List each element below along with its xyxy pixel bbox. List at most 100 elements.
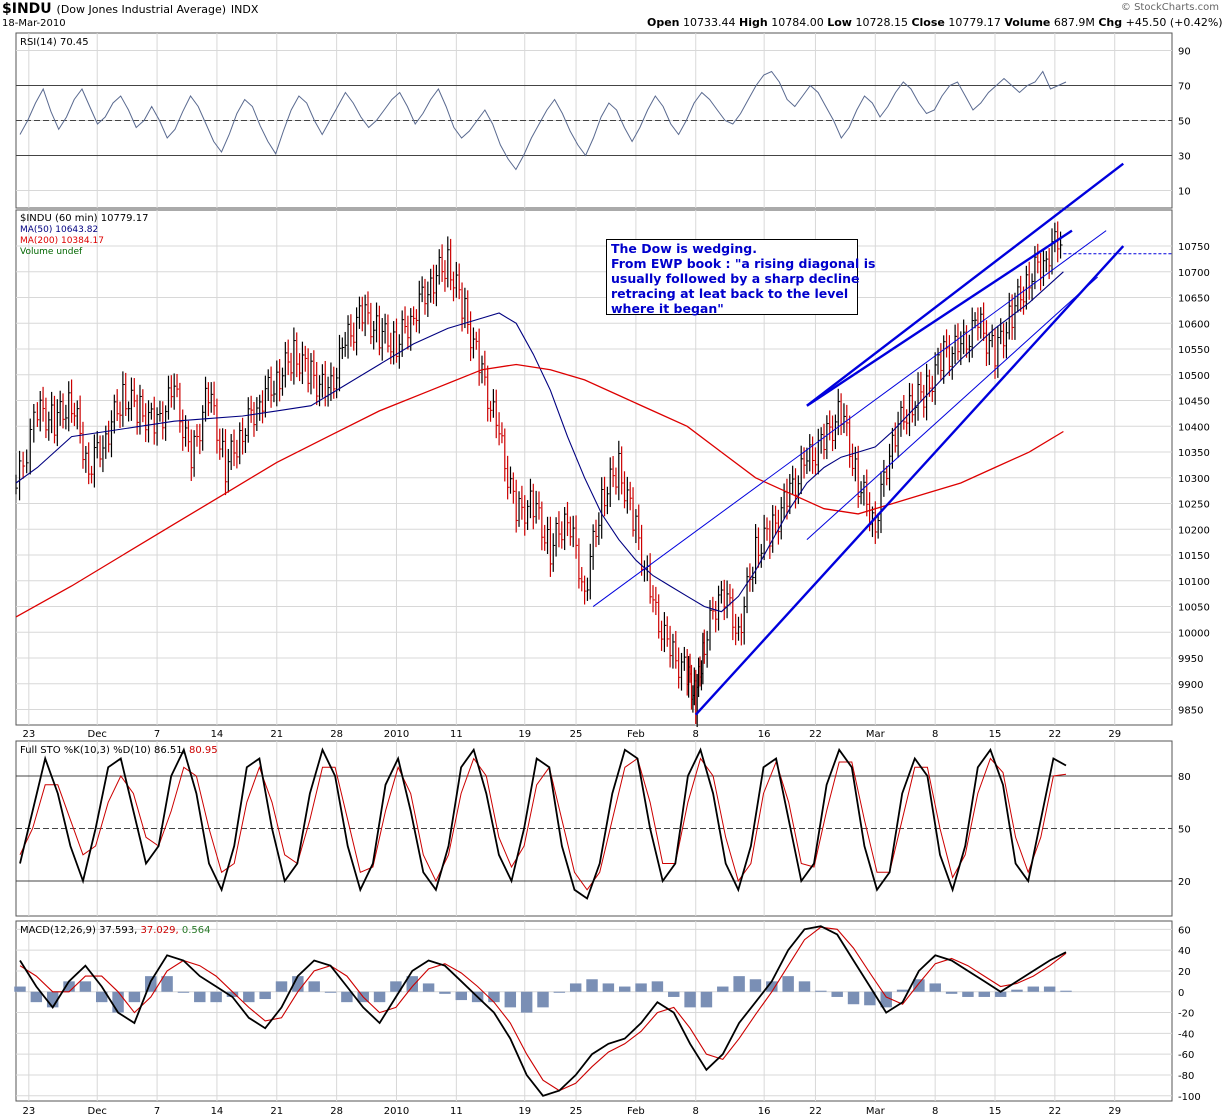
symbol-title: $INDU (Dow Jones Industrial Average) IND… xyxy=(2,1,258,17)
x-tick-label: 2010 xyxy=(384,1106,409,1117)
x-tick-label: 22 xyxy=(809,729,822,740)
price-panel xyxy=(15,209,1173,726)
price-bar xyxy=(951,346,955,380)
price-bar xyxy=(732,588,735,641)
price-bar xyxy=(903,395,906,430)
price-bar xyxy=(555,517,559,557)
price-bar xyxy=(680,652,684,691)
macd-histogram-bar xyxy=(929,983,941,992)
ma50-line xyxy=(15,271,1064,613)
price-bar xyxy=(546,516,550,554)
macd-y-tick-label: -40 xyxy=(1178,1029,1194,1040)
price-bar xyxy=(412,306,416,326)
x-tick-label: Mar xyxy=(866,1106,886,1117)
price-y-tick-label: 10550 xyxy=(1178,345,1210,356)
macd-histogram-bar xyxy=(1060,990,1072,992)
price-bar xyxy=(76,400,80,430)
price-bar xyxy=(621,446,624,495)
price-bar xyxy=(834,414,838,450)
price-bar xyxy=(276,360,279,407)
price-bar xyxy=(886,465,889,486)
price-bar xyxy=(843,403,846,434)
macd-histogram-bar xyxy=(308,981,320,992)
price-bar xyxy=(860,481,864,505)
price-bar xyxy=(615,467,618,495)
x-tick-label: 22 xyxy=(1048,729,1061,740)
price-bar xyxy=(310,353,313,395)
x-tick-label: 14 xyxy=(211,1106,224,1117)
price-bar xyxy=(233,429,237,467)
rsi-legend: RSI(14) 70.45 xyxy=(20,37,89,48)
x-tick-label: 15 xyxy=(989,1106,1002,1117)
price-bar xyxy=(415,309,419,333)
price-bar xyxy=(609,457,613,507)
price-bar xyxy=(638,504,641,551)
price-bar xyxy=(364,294,368,337)
close-label: Close xyxy=(911,16,945,29)
price-bar xyxy=(715,601,718,633)
price-bar xyxy=(578,538,581,589)
price-bar xyxy=(529,478,533,519)
macd-histogram-bar xyxy=(243,991,255,1003)
price-bar xyxy=(655,586,658,616)
price-bar xyxy=(988,332,992,366)
rsi-y-tick-label: 90 xyxy=(1178,47,1191,58)
price-bar xyxy=(341,337,345,360)
price-bar xyxy=(361,296,365,332)
price-bar xyxy=(635,509,638,544)
price-bar xyxy=(983,302,986,341)
price-bar xyxy=(569,516,573,546)
price-bar xyxy=(586,577,590,601)
price-bar xyxy=(769,520,772,559)
x-tick-label: 16 xyxy=(758,1106,771,1117)
macd-histogram-bar xyxy=(782,976,794,992)
price-bar xyxy=(162,401,165,440)
rsi-y-tick-label: 50 xyxy=(1178,117,1191,128)
stochastic-legend: Full STO %K(10,3) %D(10) 86.51, 80.95 xyxy=(20,745,218,756)
price-bar xyxy=(250,395,254,423)
price-bar xyxy=(997,325,1000,378)
price-bar xyxy=(401,310,405,357)
price-y-tick-label: 10600 xyxy=(1178,319,1210,330)
price-bar xyxy=(333,366,336,399)
macd-histogram-bar xyxy=(880,991,892,1008)
price-bar xyxy=(660,620,664,651)
x-tick-label: 28 xyxy=(330,1106,343,1117)
x-tick-label: 22 xyxy=(809,1106,822,1117)
price-bar xyxy=(812,436,815,474)
macd-y-tick-label: 60 xyxy=(1178,925,1191,936)
macd-histogram-bar xyxy=(226,991,239,997)
price-bar xyxy=(284,341,288,388)
price-bar xyxy=(894,422,898,453)
macd-histogram-bar xyxy=(717,986,729,992)
x-tick-label: Dec xyxy=(88,729,107,740)
price-bar xyxy=(515,479,519,533)
price-bar xyxy=(632,487,636,537)
price-bar xyxy=(407,315,410,350)
price-bar xyxy=(666,616,670,647)
low-label: Low xyxy=(827,16,852,29)
macd-histogram-bar xyxy=(95,991,108,1003)
price-bar xyxy=(965,325,969,358)
price-bar xyxy=(273,380,276,403)
price-bar xyxy=(390,332,393,365)
price-bar xyxy=(182,409,185,451)
price-bar xyxy=(672,633,675,669)
x-tick-label: 28 xyxy=(330,729,343,740)
price-bar xyxy=(526,500,530,531)
open-value: 10733.44 xyxy=(683,16,736,29)
macd-histogram-bar xyxy=(602,983,615,992)
price-bar xyxy=(583,575,587,605)
price-bar xyxy=(142,389,145,423)
price-bar xyxy=(908,382,912,437)
price-y-tick-label: 10000 xyxy=(1178,628,1210,639)
price-bar xyxy=(752,566,755,592)
price-bar xyxy=(911,383,915,423)
price-bar xyxy=(193,430,197,477)
price-bar xyxy=(809,434,812,472)
price-bar xyxy=(678,647,681,689)
price-bar xyxy=(612,456,616,488)
price-bar xyxy=(176,373,180,398)
macd-histogram-bar xyxy=(635,983,647,992)
macd-histogram-bar xyxy=(373,991,386,1003)
